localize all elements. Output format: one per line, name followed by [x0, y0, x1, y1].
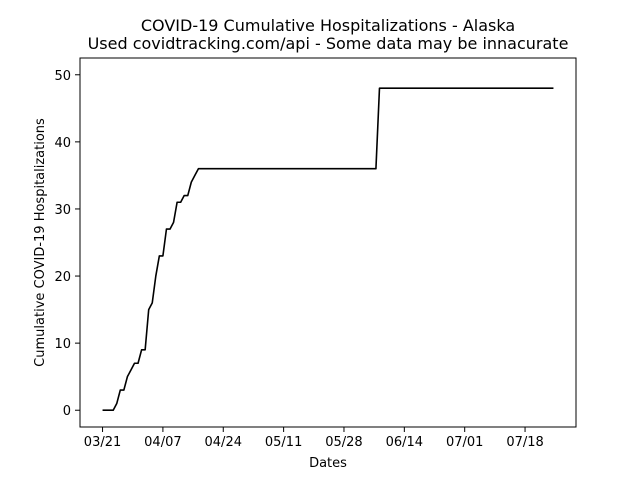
chart-title: COVID-19 Cumulative Hospitalizations - A…	[141, 16, 515, 35]
y-axis-label: Cumulative COVID-19 Hospitalizations	[33, 118, 48, 367]
x-tick-label: 05/11	[265, 435, 302, 450]
chart-subtitle: Used covidtracking.com/api - Some data m…	[88, 34, 569, 53]
x-axis-label: Dates	[309, 456, 347, 471]
plot-area-frame	[79, 57, 577, 428]
x-tick-label: 03/21	[84, 435, 121, 450]
x-axis: 03/21 04/07 04/24 05/11 05/28 06/14 07/01 07/18	[84, 427, 544, 450]
y-tick-label: 40	[54, 136, 71, 151]
x-tick-label: 05/28	[325, 435, 362, 450]
y-tick-label: 30	[54, 203, 71, 218]
y-tick-label: 50	[54, 69, 71, 84]
series-line	[102, 87, 554, 412]
y-tick-label: 0	[63, 404, 71, 419]
x-tick-label: 04/07	[144, 435, 181, 450]
y-tick-label: 10	[54, 337, 71, 352]
x-tick-label: 06/14	[386, 435, 423, 450]
series-layer	[102, 87, 554, 412]
x-tick-label: 04/24	[205, 435, 242, 450]
y-axis: 0 10 20 30 40 50	[54, 69, 80, 419]
y-tick-label: 20	[54, 270, 71, 285]
x-tick-label: 07/18	[506, 435, 543, 450]
x-tick-label: 07/01	[446, 435, 483, 450]
